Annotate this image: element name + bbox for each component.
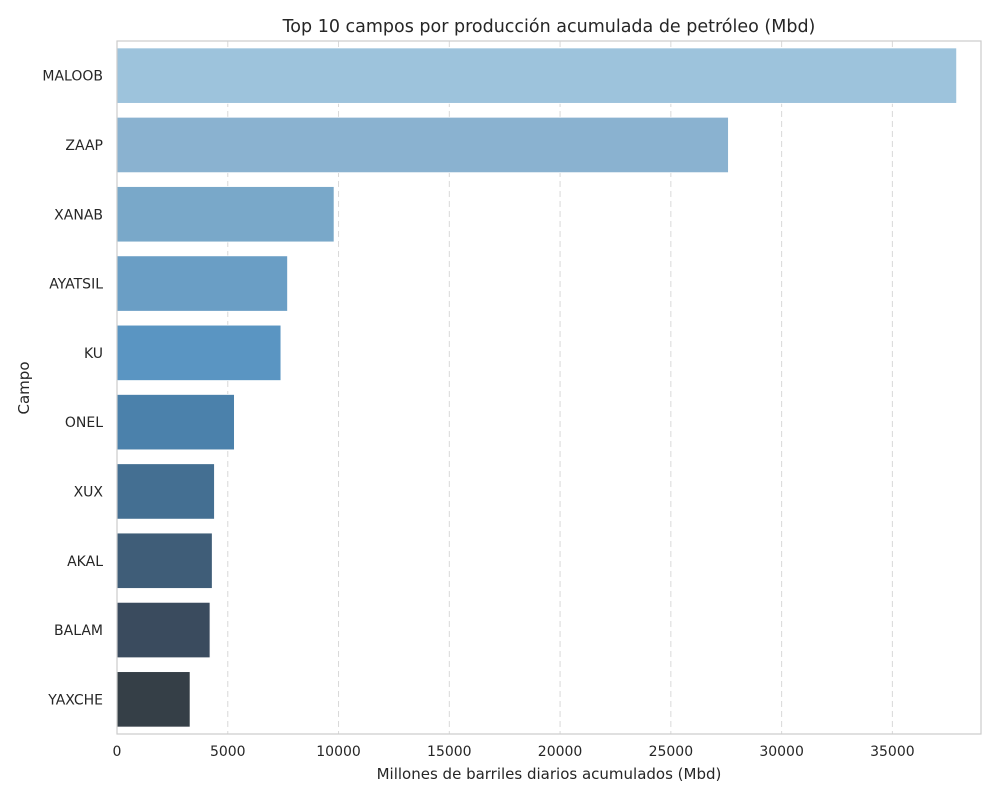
y-axis-title: Campo [15,362,33,415]
y-tick-label: MALOOB [42,69,103,85]
y-tick-label: AKAL [67,554,103,570]
x-tick-label: 0 [113,744,122,760]
x-tick-label: 10000 [316,744,361,760]
y-tick-label: AYATSIL [49,277,103,293]
x-tick-label: 20000 [538,744,583,760]
y-tick-label: XUX [74,484,104,500]
bar-yaxche [116,671,191,728]
bar-xux [116,463,215,520]
x-axis-title: Millones de barriles diarios acumulados … [377,765,722,783]
y-tick-label: ZAAP [65,138,103,154]
bar-maloob [116,47,958,104]
y-tick-label: XANAB [54,207,103,223]
bar-onel [116,394,235,451]
x-tick-label: 15000 [427,744,472,760]
y-tick-label: ONEL [65,415,103,431]
bar-akal [116,532,213,589]
y-tick-labels: MALOOB ZAAP XANAB AYATSIL KU ONEL XUX AKAL BALAM… [42,69,103,709]
bar-xanab [116,186,335,243]
bar-layer [116,47,958,728]
x-tick-label: 25000 [649,744,694,760]
bar-ayatsil [116,255,288,312]
x-tick-label: 35000 [870,744,915,760]
plot-frame [116,40,982,735]
x-tick-label: 5000 [210,744,246,760]
y-tick-label: BALAM [54,623,103,639]
bar-ku [116,324,282,381]
chart-title: Top 10 campos por producción acumulada d… [282,17,816,37]
y-tick-label: KU [84,346,103,362]
x-tick-labels: 0 5000 10000 15000 20000 25000 30000 35000 [113,744,915,760]
bar-balam [116,601,211,659]
bar-zaap [116,116,729,174]
x-tick-label: 30000 [759,744,804,760]
y-tick-label: YAXCHE [47,692,103,708]
